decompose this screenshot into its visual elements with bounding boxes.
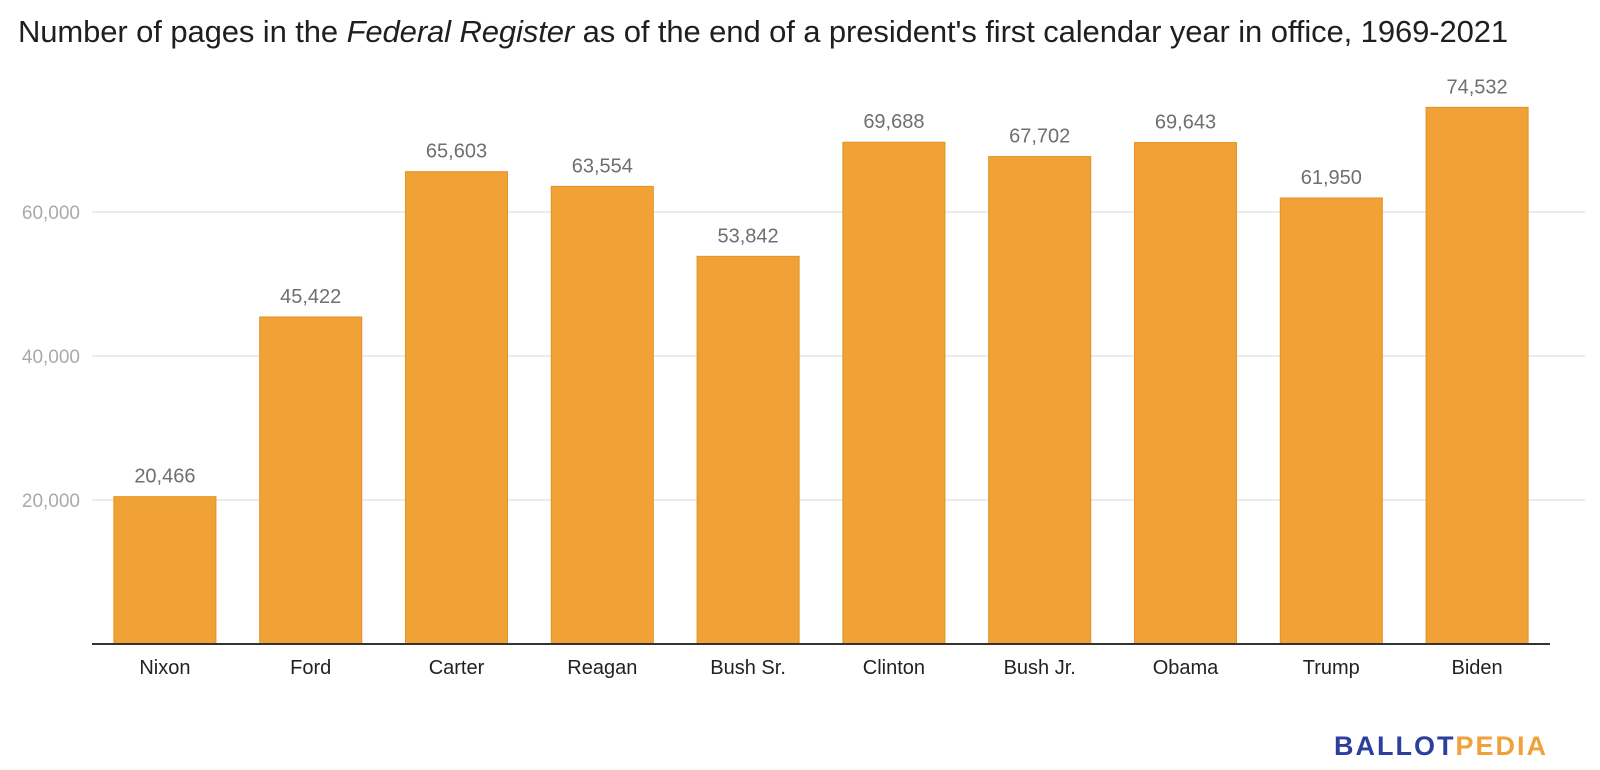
category-label: Obama — [1153, 657, 1219, 679]
category-label: Bush Jr. — [1004, 657, 1076, 679]
category-label: Reagan — [567, 657, 637, 679]
chart-title: Number of pages in the Federal Register … — [18, 14, 1508, 50]
value-label: 67,702 — [1009, 126, 1070, 148]
value-label: 65,603 — [426, 141, 487, 163]
bar — [404, 171, 509, 645]
bar — [988, 156, 1092, 645]
value-label: 69,688 — [863, 111, 924, 133]
y-tick-label: 40,000 — [22, 347, 80, 368]
logo-part-ballot: BALLOT — [1333, 731, 1456, 761]
logo-part-pedia: PEDIA — [1455, 731, 1548, 761]
value-label: 53,842 — [718, 225, 779, 247]
category-label: Trump — [1303, 657, 1360, 679]
bar — [259, 316, 363, 645]
chart-title-emphasis: Federal Register — [346, 14, 575, 49]
bar — [550, 185, 654, 645]
bar — [842, 141, 946, 645]
bar — [113, 496, 217, 645]
ballotpedia-logo: BALLOTPEDIA — [1334, 731, 1548, 762]
value-label: 74,532 — [1447, 76, 1508, 98]
category-label: Carter — [429, 657, 485, 679]
value-label: 63,554 — [572, 155, 633, 177]
y-tick-label: 60,000 — [22, 203, 80, 224]
value-label: 69,643 — [1155, 112, 1216, 134]
category-label: Ford — [290, 657, 331, 679]
chart-title-prefix: Number of pages in the — [18, 14, 347, 49]
bar — [1425, 106, 1529, 645]
bar — [1279, 197, 1383, 645]
value-label: 45,422 — [280, 286, 341, 308]
bar — [696, 255, 800, 645]
chart-title-suffix: as of the end of a president's first cal… — [574, 14, 1509, 49]
y-tick-label: 20,000 — [22, 491, 80, 512]
category-label: Nixon — [139, 657, 190, 679]
category-label: Bush Sr. — [710, 657, 786, 679]
value-label: 61,950 — [1301, 167, 1362, 189]
bar — [1133, 142, 1238, 645]
value-label: 20,466 — [134, 466, 195, 488]
category-label: Clinton — [863, 657, 925, 679]
category-label: Biden — [1452, 657, 1503, 679]
